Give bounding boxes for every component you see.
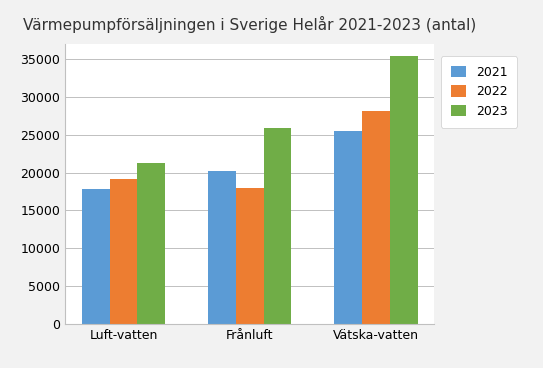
Bar [334,131,362,324]
Bar [264,128,292,324]
Bar [82,189,110,324]
Legend: 2021, 2022, 2023: 2021, 2022, 2023 [441,56,517,127]
Bar [390,56,418,324]
Bar [110,180,137,324]
Bar [236,188,264,324]
Bar [208,171,236,324]
Bar [137,163,165,324]
Title: Värmepumpförsäljningen i Sverige Helår 2021-2023 (antal): Värmepumpförsäljningen i Sverige Helår 2… [23,16,476,33]
Bar [362,112,390,324]
